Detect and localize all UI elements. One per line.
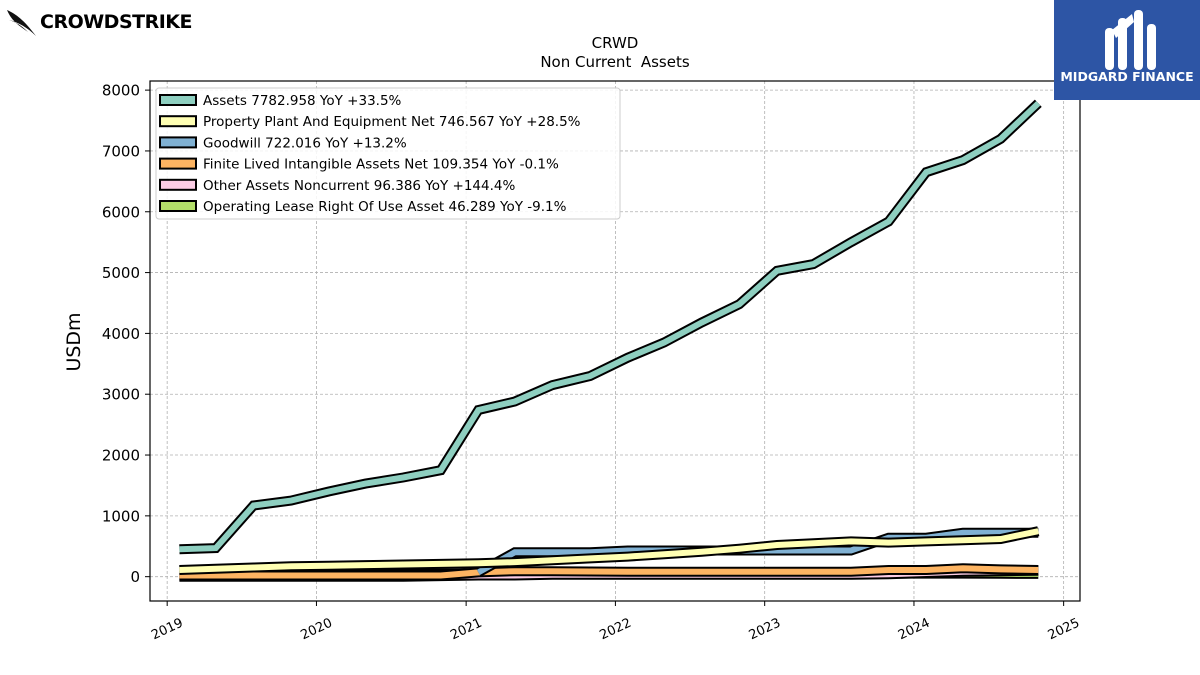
y-tick-label: 4000 bbox=[102, 325, 140, 343]
legend-entry-label: Property Plant And Equipment Net 746.567… bbox=[203, 114, 581, 130]
legend: Assets 7782.958 YoY +33.5% Property Plant… bbox=[155, 87, 621, 220]
y-tick-label: 8000 bbox=[102, 82, 140, 100]
series-line bbox=[179, 565, 1039, 579]
legend-box bbox=[155, 87, 621, 220]
legend-entry-label: Finite Lived Intangible Assets Net 109.3… bbox=[203, 157, 559, 173]
series-lines bbox=[179, 99, 1042, 582]
falcon-icon bbox=[7, 10, 36, 36]
crowdstrike-logo: CROWDSTRIKE bbox=[6, 6, 193, 38]
midgard-finance-watermark: MIDGARD FINANCE bbox=[1054, 0, 1200, 100]
series-line bbox=[179, 528, 1039, 573]
series-finite-lived-intangible-assets-net bbox=[179, 563, 1039, 581]
legend-swatch bbox=[159, 115, 197, 128]
x-tick-label: 2021 bbox=[448, 616, 484, 644]
legend-entry-label: Other Assets Noncurrent 96.386 YoY +144.… bbox=[203, 178, 515, 194]
legend-swatch bbox=[159, 157, 197, 170]
y-tick-label: 2000 bbox=[102, 447, 140, 465]
series-property-plant-and-equipment-net bbox=[179, 526, 1040, 575]
y-tick-label: 7000 bbox=[102, 142, 140, 160]
legend-swatch bbox=[159, 136, 197, 149]
watermark-text: MIDGARD FINANCE bbox=[1060, 69, 1194, 84]
axes: 0 1000 2000 3000 4000 5000 6000 7000 8000 2019 202… bbox=[102, 82, 1082, 644]
x-tick-label: 2024 bbox=[896, 616, 932, 644]
legend-entry-label: Goodwill 722.016 YoY +13.2% bbox=[203, 135, 407, 151]
series-line bbox=[179, 101, 1041, 553]
y-tick-label: 5000 bbox=[102, 264, 140, 282]
y-axis-label: USDm bbox=[63, 312, 85, 371]
series-assets bbox=[179, 99, 1042, 555]
legend-entry-label: Assets 7782.958 YoY +33.5% bbox=[203, 93, 402, 109]
x-tick-label: 2020 bbox=[298, 616, 334, 644]
legend-swatch bbox=[159, 178, 197, 191]
x-tick-label: 2023 bbox=[747, 616, 783, 644]
y-tick-label: 6000 bbox=[102, 203, 140, 221]
legend-entry-label: Operating Lease Right Of Use Asset 46.28… bbox=[203, 199, 567, 215]
legend-swatch bbox=[159, 200, 197, 212]
y-tick-label: 0 bbox=[130, 568, 140, 586]
company-logo-text: CROWDSTRIKE bbox=[40, 11, 193, 33]
x-tick-label: 2022 bbox=[597, 616, 633, 644]
legend-swatch bbox=[159, 94, 197, 106]
x-tick-label: 2025 bbox=[1046, 616, 1082, 644]
y-tick-label: 1000 bbox=[102, 507, 140, 525]
chart-title: CRWD bbox=[592, 34, 639, 52]
midgard-m-icon bbox=[1105, 10, 1156, 70]
x-tick-label: 2019 bbox=[149, 616, 185, 644]
chart-subtitle: Non Current Assets bbox=[540, 53, 690, 71]
y-tick-label: 3000 bbox=[102, 386, 140, 404]
